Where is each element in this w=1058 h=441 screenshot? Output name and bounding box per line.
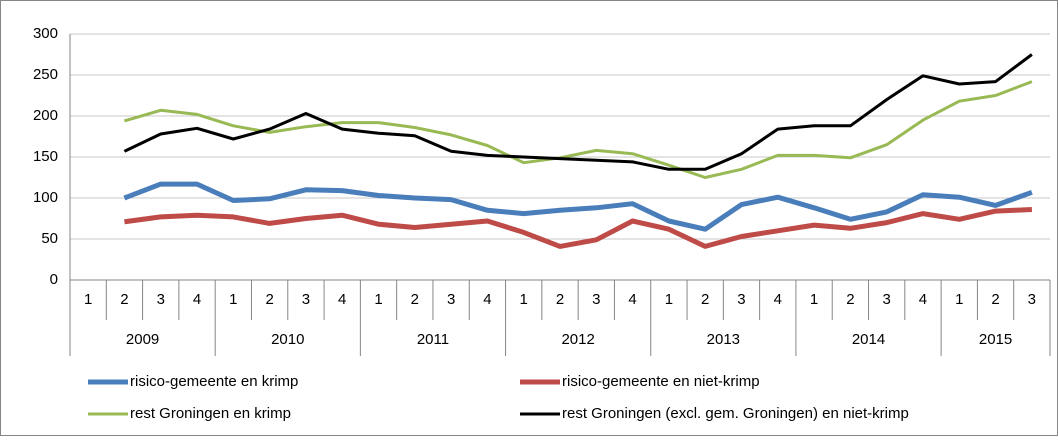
y-tick-label: 150 [33, 148, 58, 165]
x-tick-label: 1 [229, 291, 237, 308]
x-tick-label: 2 [411, 291, 419, 308]
series-line [123, 53, 1033, 171]
y-tick-label: 300 [33, 25, 58, 42]
x-tick-label: 1 [810, 291, 818, 308]
legend-label: rest Groningen en krimp [130, 405, 291, 422]
x-tick-label: 4 [193, 291, 201, 308]
x-group-label: 2010 [271, 331, 304, 348]
legend-label: rest Groningen (excl. gem. Groningen) en… [562, 405, 909, 422]
x-tick-label: 4 [919, 291, 927, 308]
y-tick-label: 100 [33, 189, 58, 206]
x-tick-label: 4 [628, 291, 636, 308]
x-tick-label: 2 [265, 291, 273, 308]
x-tick-label: 3 [592, 291, 600, 308]
legend-label: risico-gemeente en krimp [130, 373, 298, 390]
series-line [124, 207, 1033, 249]
y-tick-label: 250 [33, 66, 58, 83]
x-tick-label: 2 [991, 291, 999, 308]
x-tick-label: 3 [737, 291, 745, 308]
y-tick-label: 50 [41, 230, 58, 247]
x-group-label: 2011 [417, 331, 449, 348]
x-tick-label: 1 [374, 291, 382, 308]
x-tick-label: 1 [665, 291, 673, 308]
x-tick-label: 2 [701, 291, 709, 308]
x-tick-label: 4 [483, 291, 491, 308]
series-line [123, 80, 1033, 179]
x-group-label: 2012 [561, 331, 594, 348]
legend-label: risico-gemeente en niet-krimp [562, 373, 760, 390]
x-group-label: 2015 [979, 331, 1012, 348]
x-tick-label: 2 [846, 291, 854, 308]
x-tick-label: 3 [1028, 291, 1036, 308]
series-line [123, 181, 1033, 232]
x-group-label: 2013 [707, 331, 740, 348]
x-tick-label: 1 [955, 291, 963, 308]
x-tick-label: 3 [882, 291, 890, 308]
x-tick-label: 2 [120, 291, 128, 308]
x-tick-label: 4 [338, 291, 346, 308]
x-tick-label: 2 [556, 291, 564, 308]
x-tick-label: 4 [774, 291, 782, 308]
x-group-label: 2009 [126, 331, 159, 348]
x-tick-label: 3 [157, 291, 165, 308]
x-tick-label: 1 [84, 291, 92, 308]
x-tick-label: 1 [520, 291, 528, 308]
x-tick-label: 3 [302, 291, 310, 308]
y-tick-label: 0 [50, 271, 58, 288]
x-tick-label: 3 [447, 291, 455, 308]
x-group-label: 2014 [852, 331, 885, 348]
y-tick-label: 200 [33, 107, 58, 124]
